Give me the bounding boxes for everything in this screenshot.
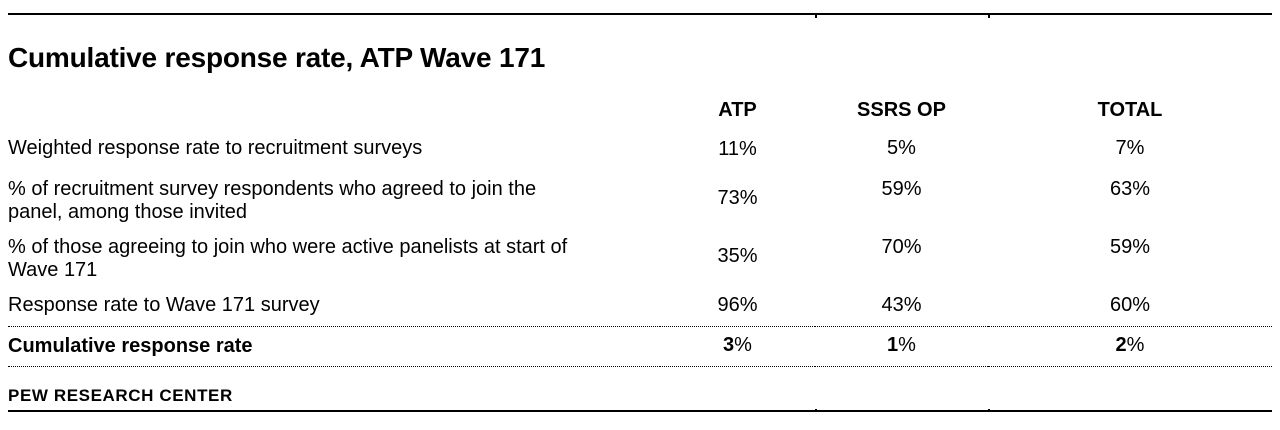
table-row: Weighted response rate to recruitment su…: [8, 129, 1272, 170]
col-header-atp: ATP: [718, 99, 757, 121]
cell-ssrs-op: 5%: [887, 137, 916, 159]
cell-atp: 73%: [717, 187, 758, 209]
table-row: % of recruitment survey respondents who …: [8, 170, 1272, 228]
cell-total: 60%: [1109, 294, 1151, 316]
cell-total: 59%: [1109, 236, 1151, 258]
summary-row-label: Cumulative response rate: [8, 325, 660, 367]
response-rate-table: ATP SSRS OP TOTAL Weighted response rate…: [8, 74, 1272, 367]
source-label: PEW RESEARCH CENTER: [8, 385, 233, 405]
row-label: % of recruitment survey respondents who …: [8, 178, 537, 223]
row-label: Weighted response rate to recruitment su…: [8, 137, 423, 159]
top-rule: [8, 13, 1272, 18]
chart-title: Cumulative response rate, ATP Wave 171: [8, 42, 546, 73]
column-boundary-tick: [988, 15, 990, 18]
column-boundary-tick: [988, 409, 990, 412]
col-header-ssrs-op: SSRS OP: [857, 99, 946, 121]
header-row: ATP SSRS OP TOTAL: [8, 74, 1272, 129]
cell-total: 63%: [1109, 178, 1151, 200]
cell-total: 7%: [1115, 137, 1145, 159]
bottom-rule: [8, 409, 1272, 412]
table-row: Response rate to Wave 171 survey 96% 43%…: [8, 286, 1272, 326]
column-boundary-tick: [815, 15, 817, 18]
summary-row: Cumulative response rate 3% 1% 2%: [8, 325, 1272, 367]
cell-atp: 35%: [717, 245, 758, 267]
cell-ssrs-op: 43%: [881, 294, 922, 316]
col-header-total: TOTAL: [1097, 99, 1163, 121]
row-label: Response rate to Wave 171 survey: [8, 294, 320, 316]
cell-ssrs-op: 59%: [881, 178, 922, 200]
cell-atp: 96%: [717, 293, 758, 316]
cell-ssrs-op: 70%: [881, 236, 922, 258]
cell-atp: 11%: [718, 137, 757, 160]
row-label: % of those agreeing to join who were act…: [8, 236, 568, 281]
cell-total: 2%: [988, 325, 1272, 367]
table-row: % of those agreeing to join who were act…: [8, 228, 1272, 286]
cell-atp: 3%: [660, 325, 815, 367]
column-boundary-tick: [815, 409, 817, 412]
col-header-empty: [8, 74, 660, 129]
cell-ssrs-op: 1%: [815, 325, 988, 367]
